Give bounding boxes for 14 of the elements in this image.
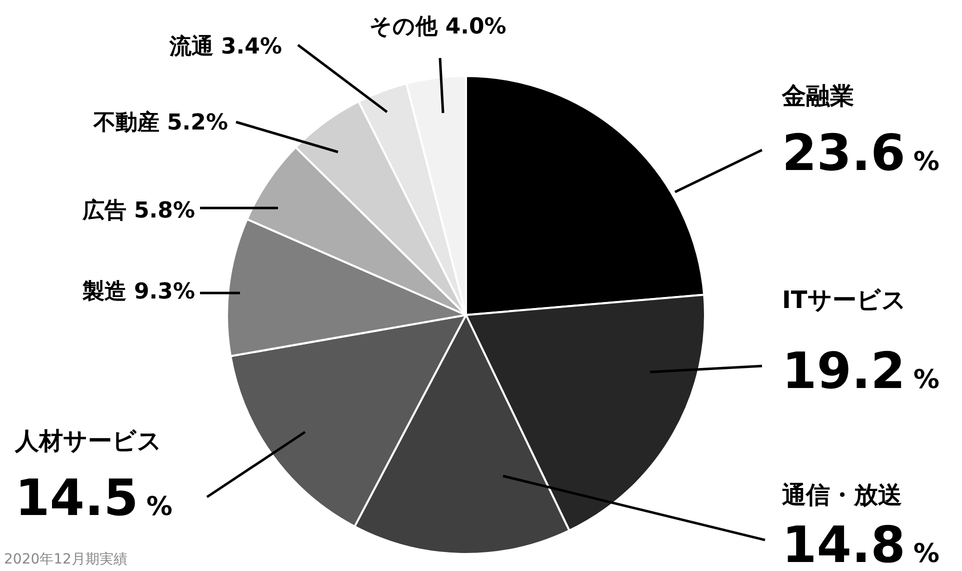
slice-label: 流通 3.4% [168,34,282,60]
slice-label: その他 4.0% [370,14,506,40]
slice-label: 人材サービス [14,427,162,456]
slice-label: 通信・放送 [781,481,902,510]
slice-label: ITサービス [782,286,906,314]
data-label: 19.2% [782,342,940,400]
slice-label: 金融業 [781,82,854,110]
slice-label: 不動産 5.2% [92,110,228,136]
data-label: 14.8% [782,516,940,571]
text: 2020年12月期実績 [4,552,128,568]
slice-label: 広告 5.8% [81,198,195,224]
data-label: 14.5% [15,469,172,527]
data-label: 23.6% [782,124,940,182]
slice-label: 製造 9.3% [81,280,195,305]
